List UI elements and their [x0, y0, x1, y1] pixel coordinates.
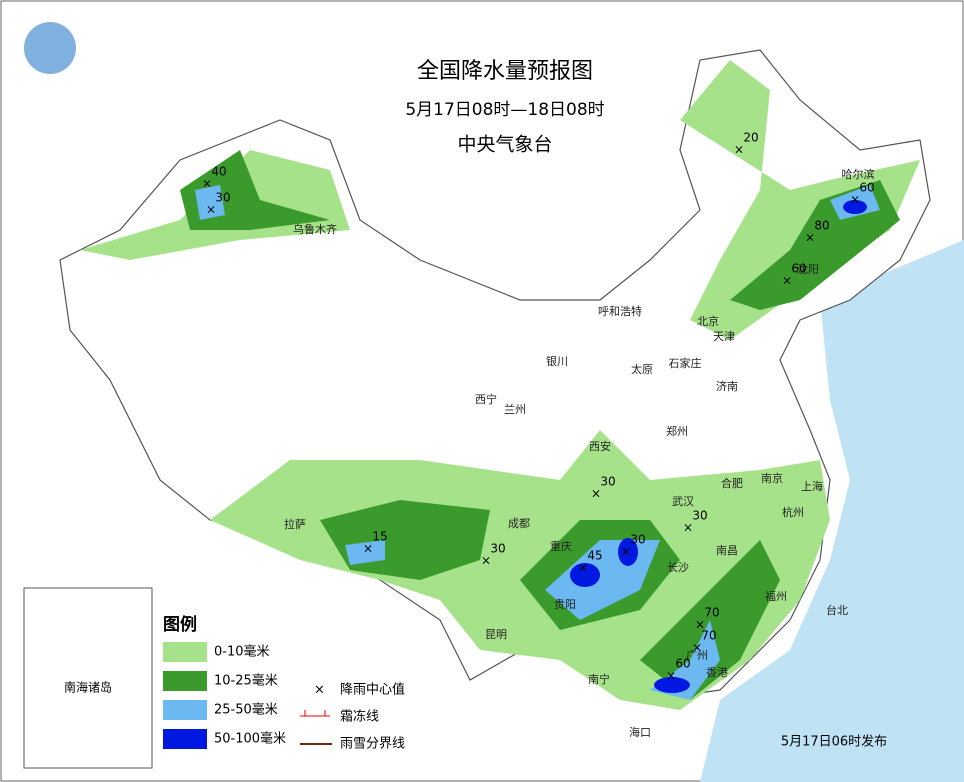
city-label: 长沙: [667, 561, 689, 574]
rain-center-value: 60: [675, 657, 690, 671]
legend-symbol: [300, 710, 330, 717]
city-label: 杭州: [782, 505, 804, 519]
legend-swatch: [163, 700, 207, 720]
legend-label: 10-25毫米: [214, 673, 278, 689]
sea: [700, 240, 964, 782]
legend-label: 降雨中心值: [340, 682, 405, 698]
legend-label: 0-10毫米: [214, 644, 270, 660]
city-label: 昆明: [485, 628, 507, 641]
rain-center-marker: ×: [734, 143, 744, 157]
city-label: 南京: [761, 471, 783, 485]
city-label: 南昌: [716, 544, 738, 557]
city-label: 北京: [697, 314, 719, 328]
rain-center-marker: ×: [850, 193, 860, 207]
legend-symbol: ×: [314, 683, 325, 698]
rain-center-marker: ×: [621, 545, 631, 559]
city-label: 哈尔滨: [842, 167, 875, 181]
city-label: 上海: [801, 479, 823, 493]
legend-label: 雨雪分界线: [340, 737, 405, 752]
rain-center-value: 80: [814, 219, 829, 233]
rain-center-marker: ×: [206, 203, 216, 217]
city-label: 太原: [631, 363, 653, 376]
city-label: 重庆: [550, 539, 572, 553]
rain-center-marker: ×: [683, 521, 693, 535]
city-label: 石家庄: [669, 356, 702, 370]
rain-center-marker: ×: [363, 542, 373, 556]
rain-center-value: 40: [211, 165, 226, 179]
city-label: 台北: [826, 603, 848, 617]
city-label: 济南: [716, 379, 738, 393]
period: 5月17日08时—18日08时: [405, 100, 604, 120]
rain-center-value: 45: [587, 549, 602, 563]
city-label: 拉萨: [284, 517, 306, 531]
city-label: 广州: [686, 649, 708, 662]
rain-center-marker: ×: [695, 618, 705, 632]
rain-center-value: 70: [704, 606, 719, 620]
rain-center-value: 20: [743, 131, 758, 145]
city-label: 合肥: [721, 476, 743, 490]
issuer: 中央气象台: [457, 134, 552, 156]
city-label: 郑州: [666, 424, 688, 438]
rain-center-value: 70: [701, 629, 716, 643]
rain-center-marker: ×: [591, 487, 601, 501]
rain-center-marker: ×: [805, 231, 815, 245]
legend-label: 霜冻线: [340, 709, 379, 725]
logo: [24, 22, 76, 74]
city-label: 西宁: [475, 392, 497, 406]
city-label: 香港: [706, 666, 728, 679]
inset-label: 南海诸岛: [64, 680, 112, 695]
legend-label: 50-100毫米: [214, 731, 286, 747]
rain-center-marker: ×: [481, 554, 491, 568]
rain-center-value: 30: [630, 533, 645, 547]
inset-box: [23, 587, 153, 769]
city-label: 沈阳: [797, 262, 819, 276]
city-label: 乌鲁木齐: [293, 222, 337, 236]
city-label: 武汉: [672, 495, 694, 508]
city-label: 南宁: [588, 672, 610, 686]
legend-swatch: [163, 729, 207, 749]
rain-center-value: 30: [600, 475, 615, 489]
city-label: 银川: [546, 354, 568, 368]
rain-center-marker: ×: [202, 177, 212, 191]
rain-center-marker: ×: [666, 669, 676, 683]
legend-swatch: [163, 642, 207, 662]
rain-center-marker: ×: [692, 641, 702, 655]
rain-50-100: [570, 200, 867, 693]
city-label: 成都: [508, 517, 530, 530]
city-label: 贵阳: [554, 598, 576, 611]
city-label: 西安: [589, 439, 611, 453]
legend-label: 25-50毫米: [214, 702, 278, 718]
rain-center-value: 60: [859, 181, 874, 195]
city-label: 福州: [765, 589, 787, 603]
city-label: 海口: [629, 725, 651, 739]
rain-center-value: 15: [372, 530, 387, 544]
rain-center-marker: ×: [578, 561, 588, 575]
rain-center-value: 30: [490, 542, 505, 556]
legend-title: 图例: [163, 614, 197, 635]
title: 全国降水量预报图: [417, 59, 593, 84]
legend-swatch: [163, 671, 207, 691]
footer: 5月17日06时发布: [781, 734, 887, 750]
rain-center-value: 60: [791, 262, 806, 276]
city-label: 天津: [713, 330, 735, 343]
rain-center-value: 30: [692, 509, 707, 523]
rain-center-value: 30: [215, 191, 230, 205]
rain-center-marker: ×: [782, 274, 792, 288]
city-label: 兰州: [504, 403, 526, 416]
city-label: 呼和浩特: [598, 304, 642, 318]
